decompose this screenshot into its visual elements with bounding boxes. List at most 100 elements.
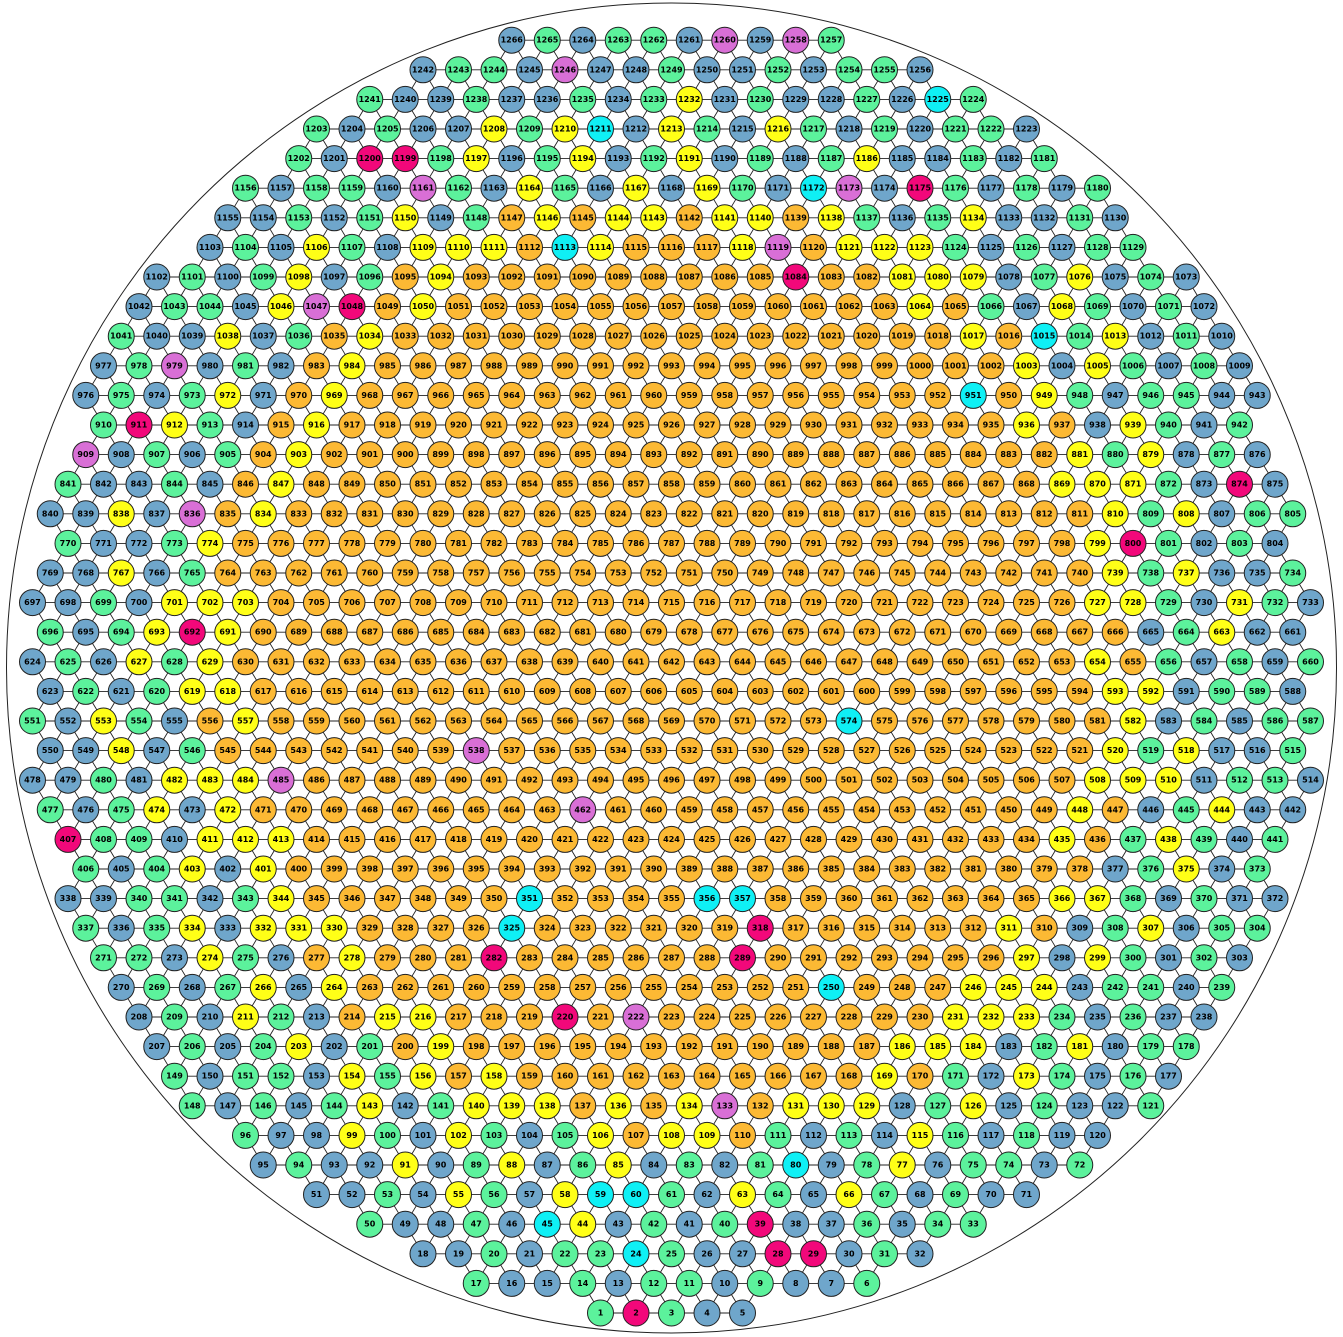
node-348: 348 bbox=[409, 885, 437, 913]
node-180: 180 bbox=[1101, 1033, 1129, 1061]
node-429: 429 bbox=[835, 825, 863, 853]
node-label: 305 bbox=[1213, 924, 1230, 933]
node-342: 342 bbox=[196, 885, 224, 913]
node-10: 10 bbox=[711, 1269, 739, 1297]
node-211: 211 bbox=[232, 1003, 259, 1031]
node-217: 217 bbox=[445, 1003, 472, 1031]
node-133: 133 bbox=[711, 1092, 739, 1120]
node-label: 66 bbox=[843, 1190, 855, 1199]
node-127: 127 bbox=[924, 1092, 952, 1120]
node-421: 421 bbox=[551, 825, 579, 853]
node-label: 1 bbox=[598, 1309, 604, 1318]
node-407: 407 bbox=[54, 825, 82, 853]
node-label: 339 bbox=[95, 894, 112, 903]
node-label: 35 bbox=[897, 1220, 909, 1229]
node-label: 290 bbox=[770, 953, 787, 962]
node-97: 97 bbox=[267, 1121, 295, 1149]
node-420: 420 bbox=[516, 825, 543, 853]
node-label: 38 bbox=[790, 1220, 802, 1229]
node-412: 412 bbox=[232, 825, 259, 853]
node-label: 239 bbox=[1213, 983, 1230, 992]
node-label: 298 bbox=[1054, 953, 1071, 962]
node-label: 154 bbox=[344, 1072, 361, 1081]
node-344: 344 bbox=[267, 885, 295, 913]
node-label: 215 bbox=[379, 1013, 396, 1022]
node-403: 403 bbox=[178, 855, 206, 883]
node-43: 43 bbox=[604, 1210, 632, 1238]
node-159: 159 bbox=[516, 1062, 543, 1090]
node-label: 44 bbox=[577, 1220, 589, 1229]
node-143: 143 bbox=[356, 1092, 384, 1120]
node-label: 196 bbox=[539, 1042, 556, 1051]
node-182: 182 bbox=[1030, 1033, 1058, 1061]
node-label: 228 bbox=[841, 1013, 858, 1022]
node-label: 113 bbox=[841, 1131, 858, 1140]
node-label: 182 bbox=[1036, 1042, 1053, 1051]
node-label: 109 bbox=[699, 1131, 716, 1140]
node-396: 396 bbox=[427, 855, 455, 883]
node-label: 316 bbox=[823, 924, 840, 933]
node-72: 72 bbox=[1066, 1151, 1094, 1179]
node-label: 106 bbox=[592, 1131, 609, 1140]
node-label: 150 bbox=[202, 1072, 219, 1081]
node-label: 101 bbox=[415, 1131, 432, 1140]
node-45: 45 bbox=[533, 1210, 561, 1238]
node-label: 54 bbox=[417, 1190, 429, 1199]
node-label: 332 bbox=[255, 924, 272, 933]
node-109: 109 bbox=[693, 1121, 721, 1149]
node-label: 347 bbox=[379, 894, 396, 903]
node-label: 364 bbox=[983, 894, 1000, 903]
node-233: 233 bbox=[1013, 1003, 1040, 1031]
node-105: 105 bbox=[551, 1121, 579, 1149]
node-label: 23 bbox=[595, 1249, 606, 1258]
node-label: 9 bbox=[757, 1279, 763, 1288]
node-label: 331 bbox=[290, 924, 307, 933]
node-label: 281 bbox=[450, 953, 467, 962]
node-425: 425 bbox=[693, 825, 721, 853]
node-263: 263 bbox=[356, 973, 384, 1001]
node-378: 378 bbox=[1066, 855, 1094, 883]
node-329: 329 bbox=[356, 914, 384, 942]
node-227: 227 bbox=[800, 1003, 827, 1031]
node-282: 282 bbox=[480, 944, 508, 972]
node-label: 249 bbox=[858, 983, 875, 992]
node-label: 105 bbox=[557, 1131, 574, 1140]
node-92: 92 bbox=[356, 1151, 384, 1179]
node-393: 393 bbox=[533, 855, 561, 883]
node-label: 165 bbox=[734, 1072, 751, 1081]
node-label: 386 bbox=[787, 865, 804, 874]
node-99: 99 bbox=[338, 1121, 366, 1149]
node-142: 142 bbox=[391, 1092, 419, 1120]
node-17: 17 bbox=[462, 1269, 490, 1297]
node-label: 360 bbox=[841, 894, 858, 903]
node-220: 220 bbox=[551, 1003, 579, 1031]
node-77: 77 bbox=[888, 1151, 916, 1179]
node-label: 420 bbox=[521, 835, 538, 844]
node-270: 270 bbox=[107, 973, 135, 1001]
node-51: 51 bbox=[303, 1181, 330, 1209]
node-193: 193 bbox=[640, 1033, 668, 1061]
node-label: 52 bbox=[346, 1190, 357, 1199]
node-386: 386 bbox=[782, 855, 810, 883]
node-label: 50 bbox=[364, 1220, 376, 1229]
node-label: 432 bbox=[947, 835, 964, 844]
node-label: 438 bbox=[1160, 835, 1177, 844]
node-label: 92 bbox=[364, 1161, 375, 1170]
node-label: 299 bbox=[1089, 953, 1106, 962]
node-label: 423 bbox=[628, 835, 645, 844]
node-label: 158 bbox=[486, 1072, 503, 1081]
node-label: 190 bbox=[752, 1042, 769, 1051]
node-231: 231 bbox=[942, 1003, 969, 1031]
node-label: 156 bbox=[415, 1072, 432, 1081]
node-label: 104 bbox=[521, 1131, 538, 1140]
node-418: 418 bbox=[445, 825, 472, 853]
node-label: 81 bbox=[755, 1161, 767, 1170]
node-116: 116 bbox=[942, 1121, 969, 1149]
node-262: 262 bbox=[391, 973, 419, 1001]
node-134: 134 bbox=[675, 1092, 703, 1120]
node-264: 264 bbox=[320, 973, 348, 1001]
node-287: 287 bbox=[658, 944, 685, 972]
node-271: 271 bbox=[90, 944, 117, 972]
node-label: 428 bbox=[805, 835, 822, 844]
node-label: 293 bbox=[876, 953, 893, 962]
